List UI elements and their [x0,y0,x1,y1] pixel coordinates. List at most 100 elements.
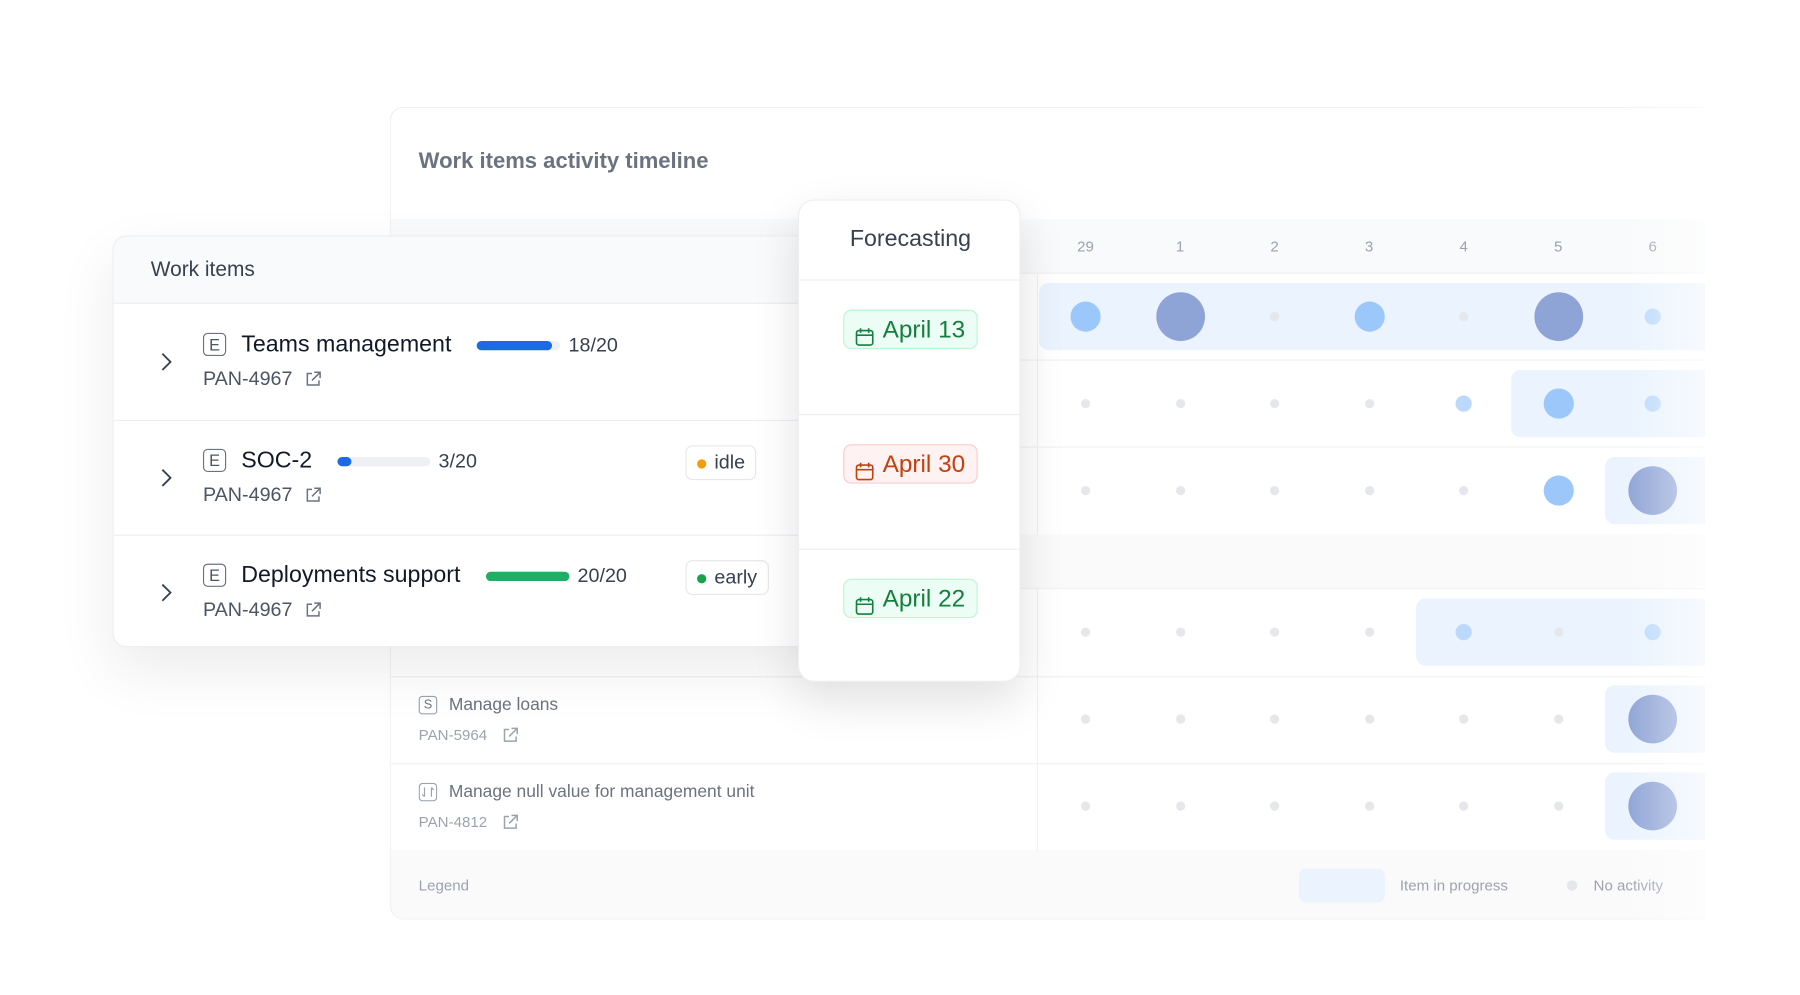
item-key: PAN-4967 [202,367,293,390]
status-badge: idle [685,444,757,480]
activity-dot [1354,301,1385,332]
type-icon: E [202,448,227,472]
type-icon [418,782,438,807]
legend-swatch [1298,868,1385,903]
activity-dot [1269,311,1280,322]
legend-label: Item in progress [1399,876,1508,895]
calendar-icon [855,455,875,493]
card-title: Work items [150,257,255,281]
row-separator [113,419,819,421]
activity-dot [1455,623,1472,641]
activity-dot [1269,398,1280,409]
row-separator [799,548,1020,550]
activity-dot [1459,311,1469,322]
progress-label: 18/20 [568,334,618,357]
legend-bar [390,850,1705,919]
activity-dot [1269,627,1280,637]
legend-dot [1566,880,1578,891]
link-icon [305,486,321,509]
activity-dot [1080,801,1091,811]
status-dot [697,458,707,468]
card-header [113,236,819,304]
day-label: 3 [1364,237,1374,256]
activity-dot [1175,714,1185,724]
item-name: Deployments support [241,562,461,589]
day-label: 5 [1553,237,1563,256]
date-badge: April 30 [843,444,978,484]
activity-dot [1175,485,1185,496]
row-separator [390,588,1705,590]
expand-chevron[interactable] [160,351,174,378]
day-label: 29 [1077,237,1094,256]
activity-dot [1269,801,1280,811]
day-label: 1 [1175,237,1185,256]
activity-dot [1175,801,1185,811]
item-key: PAN-4812 [418,813,488,831]
item-name: Teams management [241,331,452,358]
activity-dot [1269,485,1280,496]
fade [1623,106,1705,920]
card-title: Forecasting [849,226,972,252]
activity-dot [1080,485,1091,496]
date-badge: April 13 [843,309,978,350]
timeline-title: Work items activity timeline [418,149,709,174]
activity-dot [1080,398,1091,409]
activity-dot [1175,398,1185,409]
item-key: PAN-4967 [202,598,293,621]
type-icon: S [418,695,438,715]
row-separator [799,414,1020,416]
status-badge: early [685,560,769,595]
item-key: PAN-5964 [418,726,488,744]
activity-dot [1553,714,1563,724]
status-dot [697,574,707,584]
progress-fill [337,456,352,466]
row-separator [113,534,819,536]
activity-dot [1459,801,1469,811]
item-key: PAN-4967 [202,483,293,506]
row-separator [390,446,1705,448]
activity-dot [1364,714,1374,724]
progress-track [337,456,431,466]
activity-dot [1269,714,1280,724]
activity-dot [1543,475,1574,506]
activity-dot [1175,627,1185,637]
activity-dot [1533,292,1583,341]
card-divider [799,279,1020,281]
progress-label: 3/20 [438,449,477,472]
activity-dot [1459,485,1469,496]
activity-dot [1543,388,1574,419]
progress-label: 20/20 [577,564,627,587]
activity-dot [1080,627,1091,637]
activity-dot [1553,801,1563,811]
day-label: 4 [1459,237,1468,256]
activity-dot [1364,485,1374,496]
expand-chevron[interactable] [160,467,174,494]
calendar-icon [855,320,875,358]
link-icon [503,814,519,836]
activity-dot [1155,292,1205,341]
link-icon [305,602,321,624]
item-name: Manage null value for management unit [448,781,755,802]
type-icon: E [202,563,227,587]
item-name: SOC-2 [241,447,313,473]
row-separator [390,676,1705,678]
activity-dot [1364,801,1374,811]
date-badge: April 22 [843,578,978,619]
progress-fill [485,571,570,582]
activity-dot [1459,714,1469,724]
calendar-icon [855,589,875,627]
activity-dot [1364,398,1374,409]
expand-chevron[interactable] [160,582,174,609]
forecasting-card: Forecasting April 13 April 30 April 22 [797,199,1021,682]
activity-dot [1364,627,1374,637]
type-icon: E [202,332,227,357]
link-icon [503,727,519,749]
progress-fill [476,340,553,351]
work-items-card: Work items E Teams management 18/20 PAN-4967… [112,235,820,648]
day-label: 2 [1270,237,1279,256]
row-separator [390,763,1705,765]
activity-dot [1070,301,1101,332]
row-separator [390,359,1705,361]
